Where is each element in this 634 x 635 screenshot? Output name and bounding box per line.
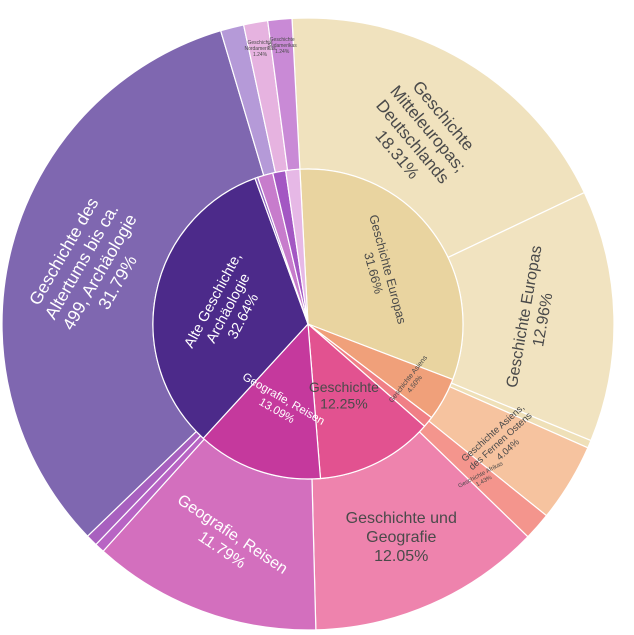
inner-label-geschichte: Geschichte 12.25% [309, 379, 379, 412]
outer-label-geschichte-südamerikas: Geschichte Südamerikas 1.24% [268, 37, 298, 55]
outer-label-geschichte-nordamerikas: Geschichte Nordamerikas 1.24% [244, 40, 276, 58]
outer-label-geschichte-und-geografie: Geschichte und Geografie 12.05% [346, 510, 457, 565]
inner-ring [152, 168, 464, 480]
inner-segment-geografie-reisen-4[interactable] [202, 322, 322, 480]
inner-segment-geschichte-3[interactable] [307, 322, 426, 480]
inner-segment-geschichte-europas-0[interactable] [299, 168, 464, 381]
outer-ring [1, 17, 615, 631]
inner-segment-unlabeled-9[interactable] [284, 168, 309, 325]
inner-segment-alte-geschichte-archäologie-5[interactable] [152, 177, 309, 440]
